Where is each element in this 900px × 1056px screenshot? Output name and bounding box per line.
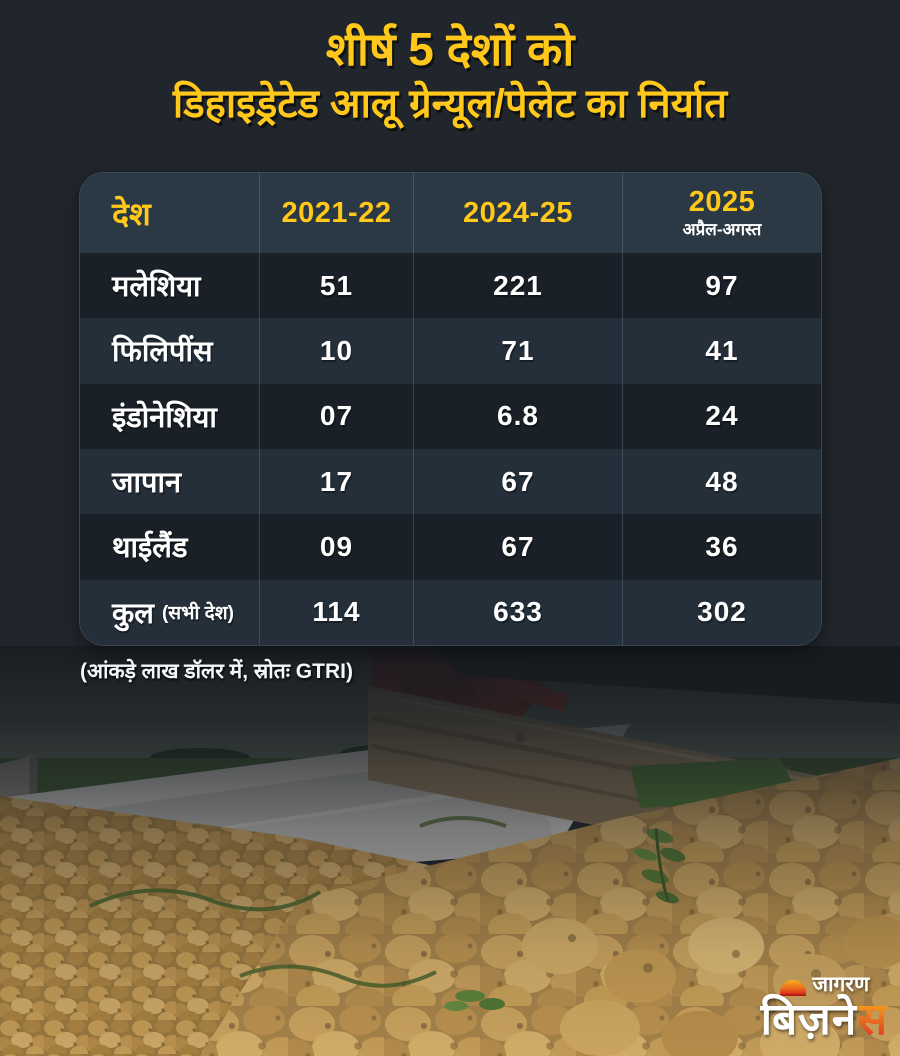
value-2021-22: 17 xyxy=(260,448,414,515)
country-cell: इंडोनेशिया xyxy=(80,383,260,449)
value-2021-22: 114 xyxy=(260,579,414,645)
headline-line1: शीर्ष 5 देशों को xyxy=(325,23,575,75)
headline-line2: डिहाइड्रेटेड आलू ग्रेन्यूल/पेलेट का निर्… xyxy=(172,81,728,126)
header-country: देश xyxy=(80,173,260,253)
country-cell: जापान xyxy=(80,448,260,515)
country-name: मलेशिया xyxy=(112,271,201,304)
brand-rupee-glyph: स xyxy=(857,995,888,1045)
table-body: मलेशिया 51 221 97 फिलिपींस 10 71 41 इंडो… xyxy=(80,253,821,645)
country-suffix: (सभी देश) xyxy=(161,603,235,625)
value-2021-22: 09 xyxy=(260,514,414,580)
value-2025: 24 xyxy=(705,400,739,432)
value-2024-25: 71 xyxy=(414,318,623,384)
sun-icon xyxy=(779,980,806,995)
value-2021-22: 10 xyxy=(260,318,414,384)
value-2024-25: 6.8 xyxy=(414,383,623,449)
jagran-business-logo: जागरण बिज़नेस xyxy=(761,974,888,1046)
table-row: थाईलैंड 09 67 36 xyxy=(80,514,821,580)
header-2024-25: 2024-25 xyxy=(414,173,623,253)
table-header-row: देश 2021-22 2024-25 2025 अप्रैल-अगस्त xyxy=(80,173,821,253)
value-2025: 36 xyxy=(705,530,739,562)
header-2025: 2025 अप्रैल-अगस्त xyxy=(623,173,821,253)
brand-top-row: जागरण xyxy=(779,973,870,997)
table-row: इंडोनेशिया 07 6.8 24 xyxy=(80,383,821,449)
brand-main-text: बिज़ने xyxy=(760,995,858,1045)
country-name: इंडोनेशिया xyxy=(112,401,217,434)
value-2024-25: 221 xyxy=(414,253,623,319)
value-2024-25: 67 xyxy=(414,448,623,515)
header-2025-subtitle: अप्रैल-अगस्त xyxy=(682,219,762,239)
country-cell: फिलिपींस xyxy=(80,318,260,384)
table-row: मलेशिया 51 221 97 xyxy=(80,253,821,319)
value-2024-25: 633 xyxy=(414,579,623,645)
header-2025-year: 2025 xyxy=(688,186,756,219)
country-cell: मलेशिया xyxy=(80,253,260,319)
source-footnote: (आंकड़े लाख डॉलर में, स्रोतः GTRI) xyxy=(80,660,353,683)
table-row: कुल (सभी देश) 114 633 302 xyxy=(80,579,821,645)
value-2021-22: 51 xyxy=(260,253,414,319)
value-2025: 41 xyxy=(705,334,739,366)
brand-name-business: बिज़नेस xyxy=(761,995,888,1046)
headline: शीर्ष 5 देशों को डिहाइड्रेटेड आलू ग्रेन्… xyxy=(0,20,900,130)
value-2021-22: 07 xyxy=(260,383,414,449)
table-row: जापान 17 67 48 xyxy=(80,448,821,515)
country-name: जापान xyxy=(112,467,182,500)
export-data-table: देश 2021-22 2024-25 2025 अप्रैल-अगस्त मल… xyxy=(80,173,821,645)
value-2025: 48 xyxy=(705,465,739,497)
value-2025: 302 xyxy=(697,596,747,628)
table-row: फिलिपींस 10 71 41 xyxy=(80,318,821,384)
value-2024-25: 67 xyxy=(414,514,623,580)
country-cell: कुल (सभी देश) xyxy=(80,579,260,645)
brand-name-jagran: जागरण xyxy=(812,973,870,997)
potato-photo-illustration xyxy=(0,646,900,1056)
country-cell: थाईलैंड xyxy=(80,514,260,580)
country-name: थाईलैंड xyxy=(112,532,188,565)
value-2025: 97 xyxy=(705,269,739,301)
potato-harvest-photo xyxy=(0,646,900,1056)
country-name: कुल xyxy=(112,597,154,630)
country-name: फिलिपींस xyxy=(112,336,213,369)
header-2021-22: 2021-22 xyxy=(260,173,414,253)
